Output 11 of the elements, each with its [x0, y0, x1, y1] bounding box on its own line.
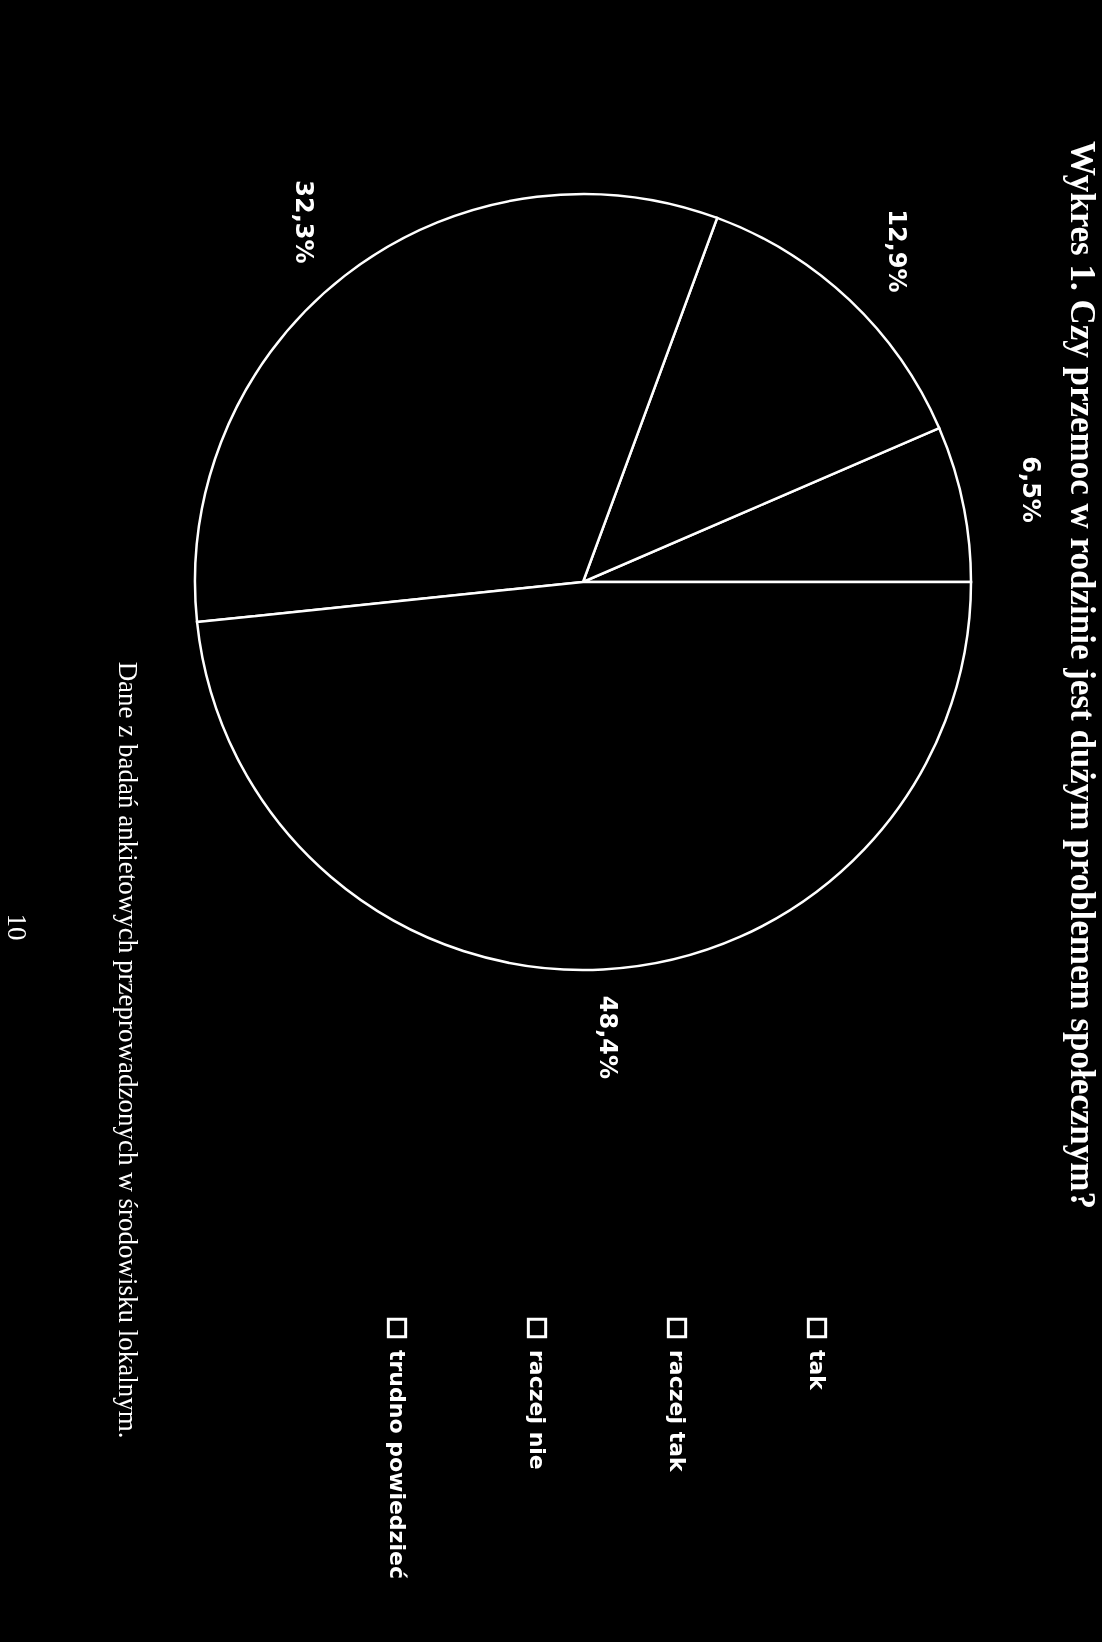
- legend-label: tak: [805, 1350, 830, 1392]
- text: Wykres 1. Czy przemoc w rodzinie jest dużym problemem społecznym?: [1063, 141, 1102, 1209]
- data-label: 48,4%: [593, 995, 622, 1080]
- text: Dane z badań ankietowych przeprowadzonych w środowisku lokalnym.: [113, 661, 143, 1439]
- legend-label: raczej nie: [525, 1350, 550, 1470]
- data-label: 6,5%: [1016, 456, 1045, 523]
- data-label: 12,9%: [883, 209, 912, 293]
- data-label: 32,3%: [290, 180, 319, 264]
- legend-label: trudno powiedzieć: [385, 1350, 410, 1579]
- text: 10: [2, 913, 32, 941]
- legend-label: raczej tak: [665, 1350, 690, 1474]
